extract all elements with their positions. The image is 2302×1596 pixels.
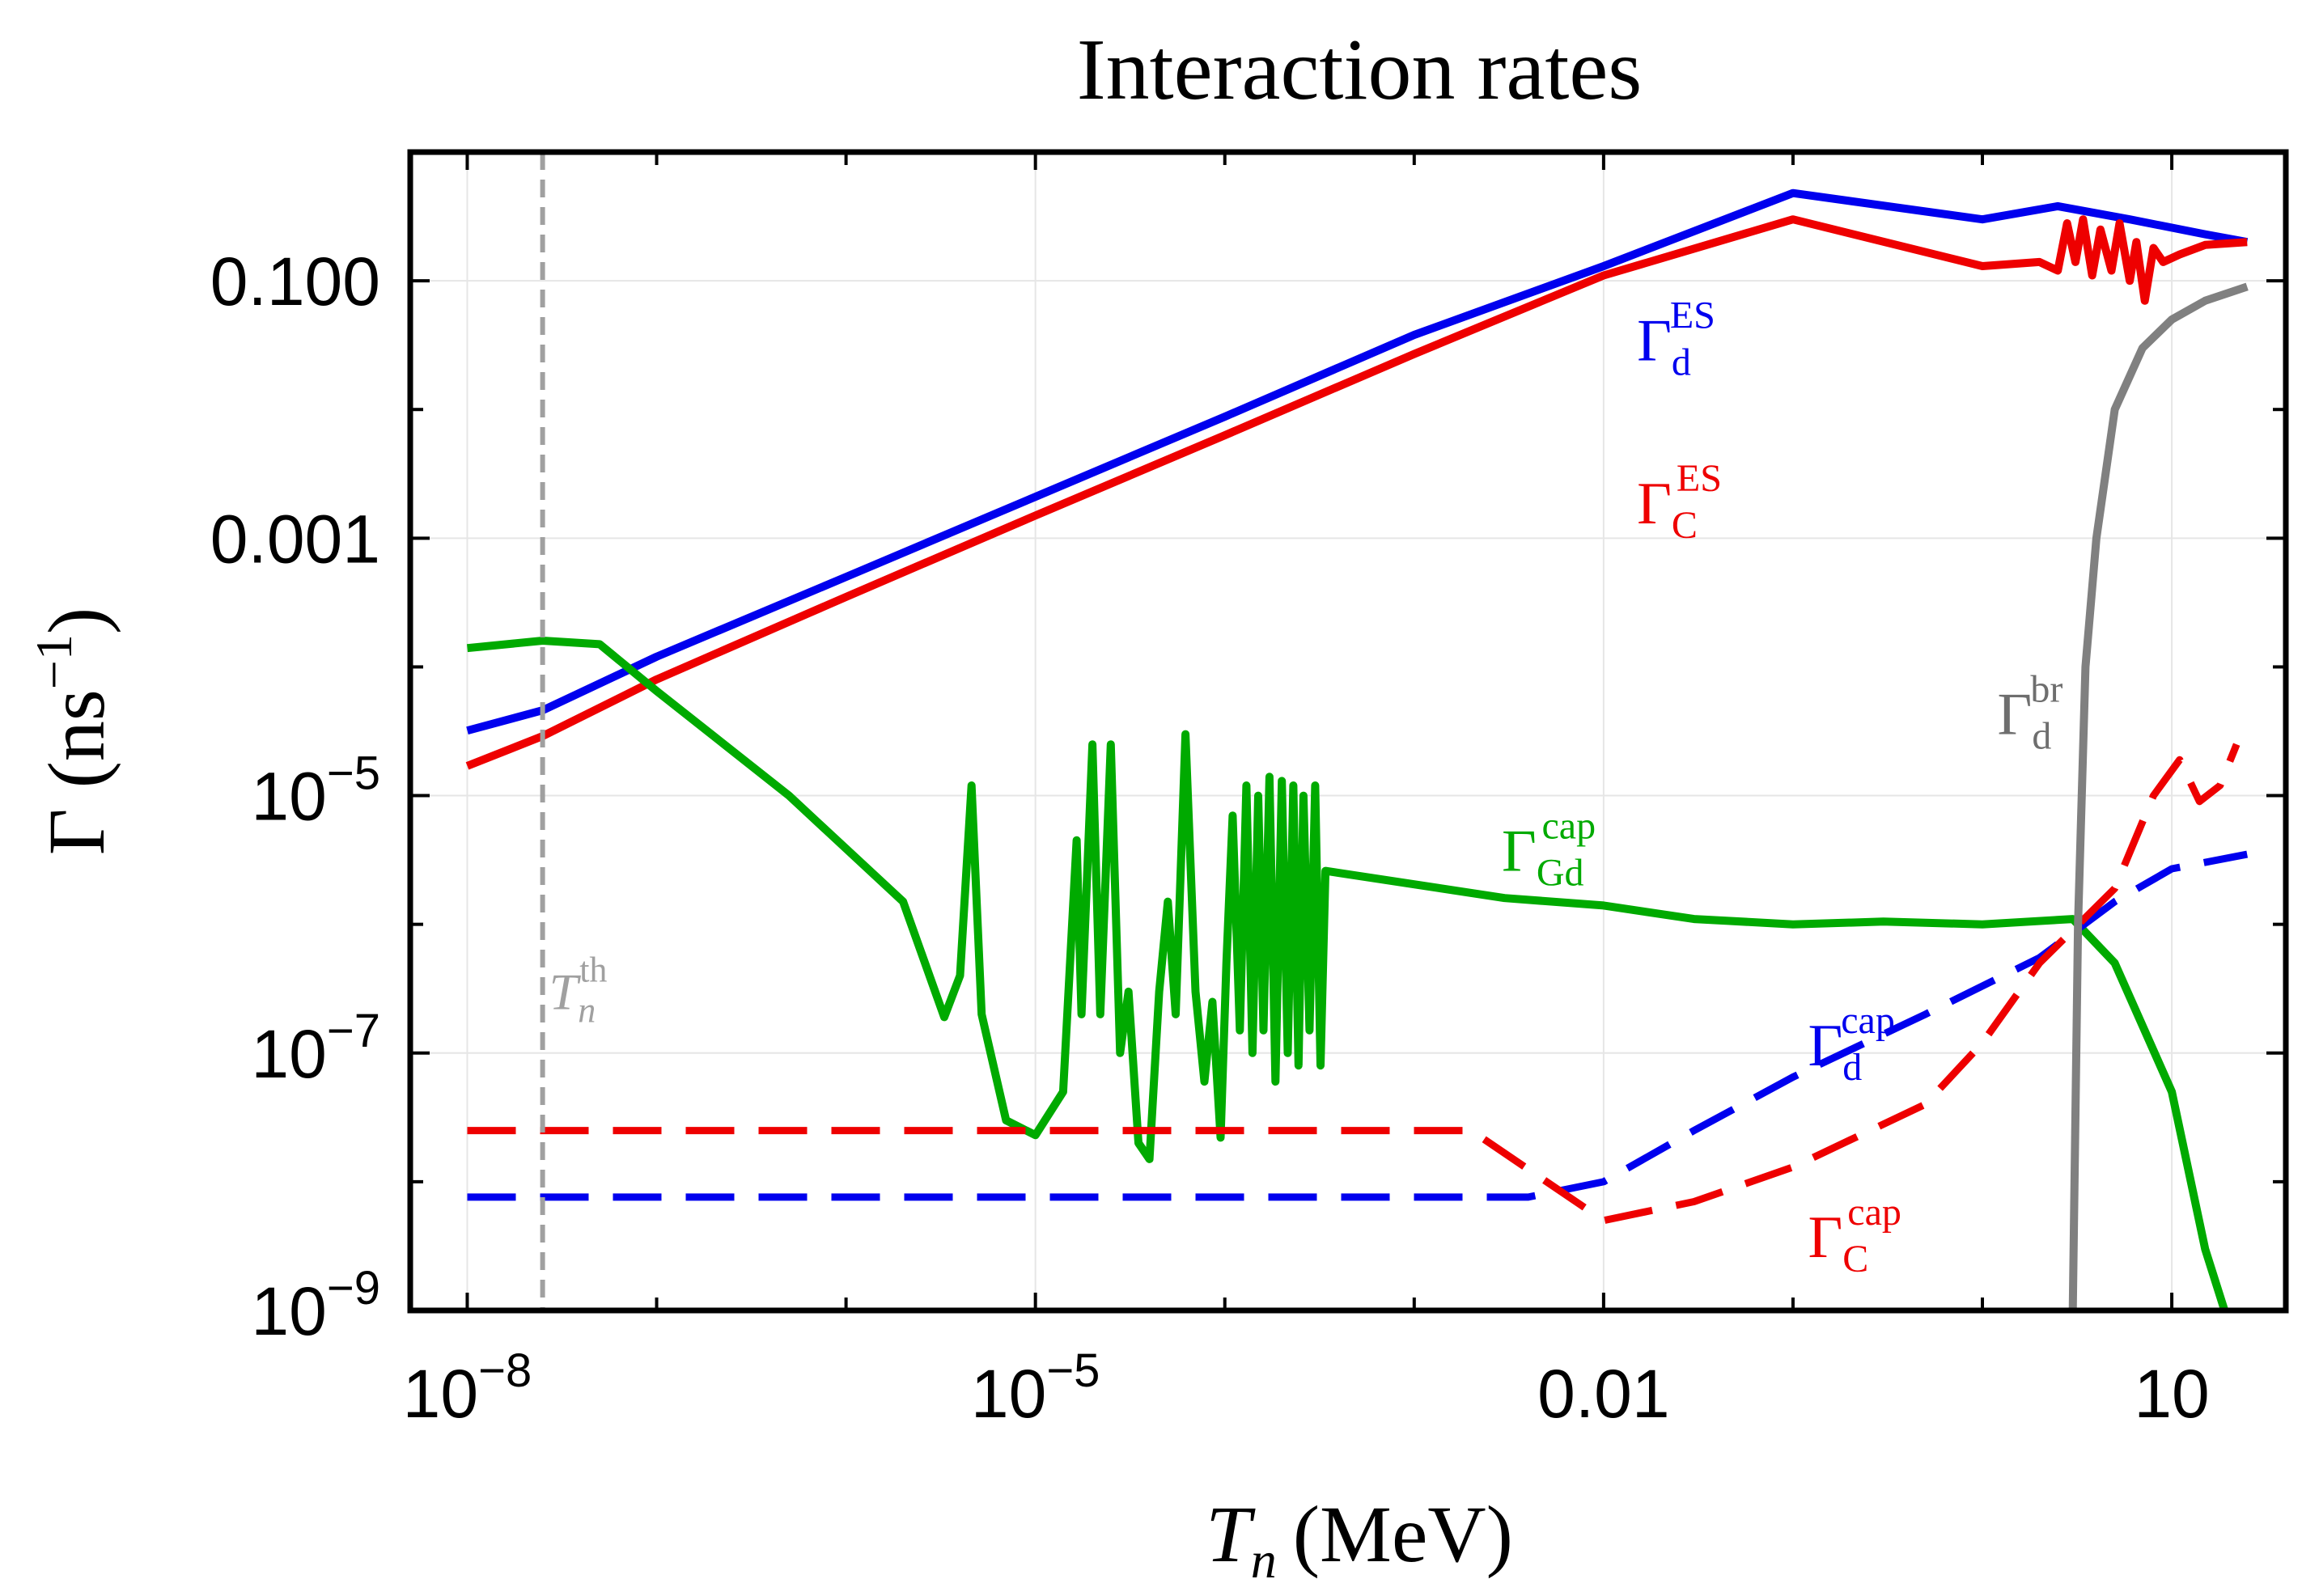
y-axis-label: Γ (ns−1) <box>25 607 121 855</box>
series-line-1 <box>465 215 2248 770</box>
series-line-2 <box>467 637 2229 1312</box>
x-tick-label-1: 10−5 <box>971 1344 1100 1432</box>
series-label-sup: cap <box>1847 1191 1901 1234</box>
y-tick-label-2-base: 10 <box>251 759 326 835</box>
x-tick-label-0: 10−8 <box>403 1344 532 1432</box>
series-label-main: Γ <box>1998 682 2033 748</box>
x-tick-label-1-base: 10 <box>971 1356 1046 1432</box>
series-label-sup: cap <box>1541 805 1596 848</box>
series-label-sub: d <box>2032 715 2051 758</box>
series-label-5: Γdbr <box>1998 668 2063 758</box>
x-tick-label-2: 0.01 <box>1537 1356 1670 1432</box>
threshold-label-sup: th <box>579 950 607 989</box>
x-axis-label: Tn (MeV) <box>1206 1489 1513 1589</box>
series-label-main: Γ <box>1808 1013 1842 1079</box>
series-layer <box>465 188 2249 1312</box>
series-label-main: Γ <box>1637 308 1672 375</box>
plot-frame <box>407 149 2289 1314</box>
series-label-sup: ES <box>1670 294 1715 337</box>
series-label-2: ΓGdcap <box>1502 805 1596 895</box>
series-line-5 <box>2068 282 2249 1311</box>
series-label-1: ΓCES <box>1637 457 1722 547</box>
series-label-main: Γ <box>1808 1204 1842 1271</box>
series-label-sup: cap <box>1841 999 1895 1042</box>
y-tick-label-2: 10−5 <box>251 747 380 835</box>
y-tick-label-0-base: 10 <box>251 1273 326 1349</box>
y-tick-label-3: 0.001 <box>210 501 380 577</box>
series-label-sub: d <box>1672 341 1691 384</box>
series-label-sup: br <box>2030 668 2062 711</box>
series-line-0 <box>466 188 2249 735</box>
x-tick-label-1-exp: −5 <box>1046 1344 1100 1397</box>
y-tick-label-0: 10−9 <box>251 1262 380 1349</box>
threshold-label-main: T <box>549 963 582 1020</box>
y-tick-label-1-base: 10 <box>251 1016 326 1092</box>
y-tick-label-1-exp: −7 <box>327 1005 380 1057</box>
series-label-sub: Gd <box>1537 852 1584 895</box>
series-label-sub: d <box>1842 1046 1862 1089</box>
threshold-label: Tnth <box>549 950 608 1030</box>
y-tick-label-0-exp: −9 <box>327 1262 380 1314</box>
x-tick-label-0-base: 10 <box>403 1356 478 1432</box>
series-label-sub: C <box>1672 504 1698 547</box>
series-label-main: Γ <box>1502 819 1537 885</box>
series-line-3 <box>467 850 2249 1201</box>
series-line-4 <box>467 743 2241 1225</box>
series-label-sup: ES <box>1677 457 1722 500</box>
series-label-0: ΓdES <box>1637 294 1715 384</box>
y-tick-label-4: 0.100 <box>210 243 380 320</box>
series-label-4: ΓCcap <box>1808 1191 1901 1281</box>
series-label-sub: C <box>1842 1238 1868 1281</box>
series-label-3: Γdcap <box>1808 999 1894 1089</box>
chart-title: Interaction rates <box>1077 22 1643 118</box>
threshold-marker: Tnth <box>540 152 608 1310</box>
x-tick-label-0-exp: −8 <box>478 1344 532 1397</box>
series-label-main: Γ <box>1637 471 1672 537</box>
threshold-label-sub: n <box>578 990 596 1030</box>
x-tick-label-3: 10 <box>2134 1356 2209 1432</box>
y-tick-label-2-exp: −5 <box>327 747 380 800</box>
y-tick-label-1: 10−7 <box>251 1005 380 1092</box>
